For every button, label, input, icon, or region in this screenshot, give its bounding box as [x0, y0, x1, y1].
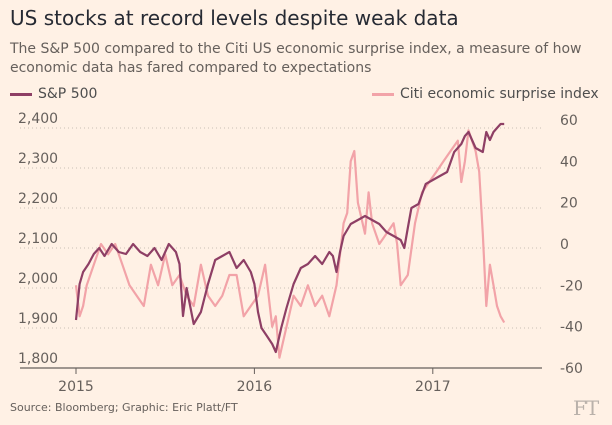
series-line-sp500	[74, 122, 505, 354]
y-left-tick-label: 1,800	[18, 351, 58, 367]
source-note: Source: Bloomberg; Graphic: Eric Platt/F…	[10, 401, 238, 414]
legend-label-sp500: S&P 500	[38, 86, 98, 102]
chart-title: US stocks at record levels despite weak …	[10, 6, 459, 30]
x-axis: 2015 2016 2017	[58, 368, 451, 395]
x-tick-label: 2015	[58, 379, 94, 395]
y-left-tick-label: 2,400	[18, 111, 58, 127]
x-tick-label: 2017	[415, 379, 451, 395]
y-axis-left: 1,800 1,900 2,000 2,100 2,200 2,300 2,400	[18, 111, 58, 367]
y-right-tick-label: 20	[560, 196, 578, 212]
legend-label-citi: Citi economic surprise index	[400, 86, 599, 102]
y-left-tick-label: 2,200	[18, 191, 58, 207]
y-right-tick-label: -40	[560, 320, 583, 336]
y-right-tick-label: 60	[560, 113, 578, 129]
y-right-tick-label: -60	[560, 361, 583, 377]
y-axis-right: -60 -40 -20 0 20 40 60	[560, 113, 583, 377]
y-left-tick-label: 2,000	[18, 271, 58, 287]
y-right-tick-label: -20	[560, 278, 583, 294]
y-right-tick-label: 40	[560, 154, 578, 170]
chart-subtitle: The S&P 500 compared to the Citi US econ…	[10, 41, 582, 76]
y-left-tick-label: 1,900	[18, 311, 58, 327]
y-left-tick-label: 2,300	[18, 151, 58, 167]
series-lines	[74, 122, 506, 359]
x-tick-label: 2016	[237, 379, 273, 395]
legend-swatch-sp500	[10, 92, 32, 96]
y-right-tick-label: 0	[560, 237, 569, 253]
legend-item-sp500: S&P 500	[10, 86, 97, 102]
ft-logo: FT	[573, 396, 599, 420]
legend-item-citi: Citi economic surprise index	[372, 86, 599, 102]
series-line-citi	[74, 129, 506, 359]
legend-swatch-citi	[372, 92, 394, 96]
y-left-tick-label: 2,100	[18, 231, 58, 247]
